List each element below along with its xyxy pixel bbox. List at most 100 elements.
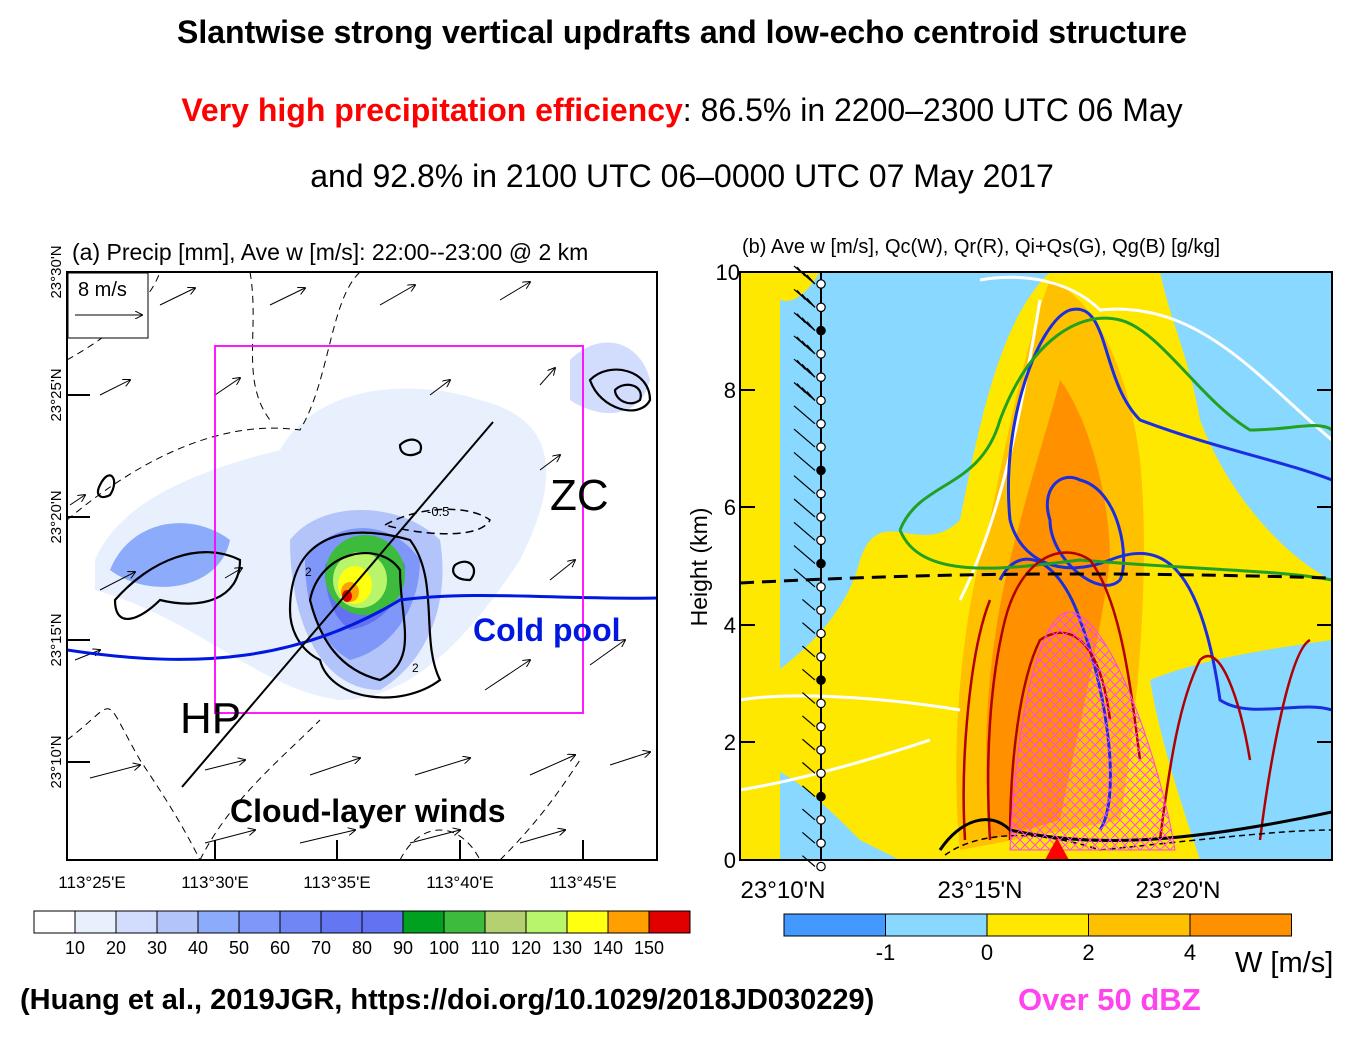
profile-level-marker: [816, 418, 826, 429]
x-tick-label: 113°35'E: [303, 873, 370, 892]
panel-a: (a) Precip [mm], Ave w [m/s]: 22:00--23:…: [33, 239, 691, 958]
wind-barb-flag: [801, 317, 811, 327]
x-tick-label: 23°10'N: [741, 877, 826, 904]
figure-title: Slantwise strong vertical updrafts and l…: [177, 14, 1187, 50]
wind-barb: [793, 521, 816, 541]
wind-barb: [802, 598, 816, 611]
wind-barb-flag: [806, 297, 816, 308]
w-colorbar: -1 0 2 4: [783, 913, 1292, 965]
profile-level-marker: [816, 465, 826, 476]
hp-location-marker: [1045, 838, 1069, 860]
wind-barb-flag: [801, 340, 811, 351]
panel-a-y-ticks: 23°30'N 23°25'N 23°20'N 23°15'N 23°10'N: [48, 245, 65, 788]
wind-barb: [802, 762, 816, 774]
colorbar-level-label: 150: [634, 938, 664, 958]
y-tick-label: 23°25'N: [48, 368, 65, 421]
wind-barb-flag: [796, 289, 806, 300]
profile-level-marker: [816, 768, 826, 779]
analysis-box: [214, 345, 584, 714]
x-tick-label: 113°30'E: [181, 873, 248, 892]
colorbar-swatch: [402, 910, 445, 934]
panel-b-title: (b) Ave w [m/s], Qc(W), Qr(R), Qi+Qs(G),…: [742, 236, 1220, 258]
profile-level-marker: [816, 628, 826, 639]
label-zc: ZC: [550, 471, 609, 520]
wind-barb-flag: [801, 387, 811, 397]
colorbar-level-label: 30: [147, 938, 167, 958]
colorbar-level-label: 130: [552, 938, 582, 958]
profile-level-marker: [816, 488, 826, 499]
panel-b-frame: [739, 271, 1333, 861]
panel-b-y-ticks: 0 2 4 6 8 10: [716, 260, 740, 873]
colorbar-swatch: [33, 910, 76, 934]
reference-vector-label: 8 m/s: [78, 279, 127, 301]
wind-barb: [793, 405, 816, 425]
citation: (Huang et al., 2019JGR, https://doi.org/…: [20, 984, 875, 1016]
colorbar-swatch: [443, 910, 486, 934]
colorbar-swatch: [648, 910, 691, 934]
profile-level-marker: [816, 279, 826, 289]
colorbar-swatch: [361, 910, 404, 934]
wind-barb-flag: [806, 344, 816, 355]
y-tick-label: 4: [724, 613, 736, 638]
wind-barb-flag: [796, 383, 806, 393]
wind-barb: [802, 738, 816, 751]
colorbar-level-label: 20: [106, 938, 126, 958]
hatch-legend: Over 50 dBZ: [1018, 982, 1201, 1017]
colorbar-level-label: 0: [981, 940, 993, 965]
wind-barb-flag: [806, 274, 816, 285]
wind-barb: [793, 428, 816, 448]
wind-barb: [802, 808, 816, 821]
colorbar-level-label: 100: [429, 938, 459, 958]
colorbar-swatch: [607, 910, 650, 934]
colorbar-swatch: [1189, 913, 1292, 937]
wind-barb: [802, 668, 816, 681]
colorbar-swatch: [238, 910, 281, 934]
label-cloud-layer-winds: Cloud-layer winds: [230, 793, 506, 829]
wind-barb-flag: [796, 336, 806, 347]
profile-level-marker: [816, 698, 826, 709]
colorbar-level-label: 60: [270, 938, 290, 958]
profile-level-marker: [816, 861, 826, 872]
wind-barb: [802, 855, 816, 867]
wind-barb: [793, 568, 816, 588]
wind-barb: [802, 645, 816, 658]
wind-barb: [802, 715, 816, 728]
colorbar-swatch: [156, 910, 199, 934]
profile-level-marker: [816, 442, 826, 452]
profile-level-marker: [816, 349, 826, 359]
colorbar-level-label: 90: [393, 938, 413, 958]
colorbar-level-label: 40: [188, 938, 208, 958]
colorbar-level-label: 140: [593, 938, 623, 958]
panel-b-x-ticks: 23°10'N 23°15'N 23°20'N: [741, 877, 1221, 904]
reference-vector-box: [67, 272, 149, 339]
wind-barb-flag: [796, 313, 806, 323]
wind-barb-flag: [796, 359, 806, 370]
wind-barb: [793, 498, 816, 518]
efficiency-value-1: : 86.5% in 2200–2300 UTC 06 May: [682, 92, 1183, 128]
cross-section-line: [181, 421, 494, 788]
colorbar-level-label: 2: [1082, 940, 1094, 965]
profile-level-marker: [816, 535, 826, 546]
colorbar-level-label: 70: [311, 938, 331, 958]
profile-level-marker: [816, 721, 826, 732]
wind-barb: [802, 692, 816, 704]
label-hp: HP: [180, 694, 241, 743]
colorbar-swatch: [986, 913, 1089, 937]
profile-level-marker: [816, 745, 826, 755]
wind-barb: [802, 622, 816, 634]
wind-vectors: [69, 282, 650, 844]
efficiency-value-2: and 92.8% in 2100 UTC 06–0000 UTC 07 May…: [310, 158, 1054, 194]
colorbar-swatch: [885, 913, 988, 937]
profile-level-marker: [816, 558, 826, 569]
colorbar-swatch: [115, 910, 158, 934]
profile-level-marker: [816, 675, 826, 685]
panel-a-ticks: [67, 394, 584, 860]
over-50dbz-hatch: [1009, 611, 1176, 851]
panel-a-title: (a) Precip [mm], Ave w [m/s]: 22:00--23:…: [72, 239, 588, 265]
profile-level-marker: [816, 512, 826, 522]
x-tick-label: 113°40'E: [426, 873, 493, 892]
x-tick-label: 113°45'E: [549, 873, 616, 892]
profile-level-marker: [816, 815, 826, 825]
x-tick-label: 113°25'E: [58, 873, 125, 892]
